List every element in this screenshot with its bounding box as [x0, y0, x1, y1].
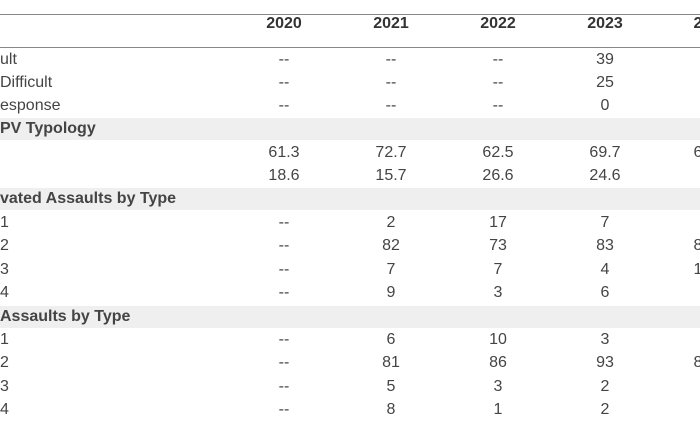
table-cell: 93	[596, 354, 614, 371]
table-cell: --	[385, 74, 397, 91]
column-header: 2023	[587, 15, 623, 32]
table-cell: --	[385, 51, 397, 68]
row-label: 4	[0, 401, 9, 418]
section-label: PV Typology	[0, 120, 96, 137]
table-cell: 82	[382, 237, 400, 254]
table-cell: 3	[493, 378, 503, 395]
row-label: 2	[0, 237, 9, 254]
table-cell: 61.3	[268, 144, 300, 161]
table-cell: 8	[693, 354, 700, 371]
table-cell: 10	[489, 331, 507, 348]
section-band	[0, 188, 700, 210]
table-cell: 9	[386, 284, 396, 301]
section-band	[0, 118, 700, 140]
table-cell: --	[492, 97, 504, 114]
section-label: Assaults by Type	[0, 308, 131, 325]
table-cell: 7	[386, 261, 396, 278]
table-cell: 7	[600, 214, 610, 231]
table-cell: 81	[382, 354, 400, 371]
table-cell: 4	[600, 261, 610, 278]
table-cell: --	[278, 237, 290, 254]
table-cell: 24.6	[589, 167, 621, 184]
table-cell: 2	[600, 378, 610, 395]
column-header: 2022	[480, 15, 516, 32]
table-cell: 25	[596, 74, 614, 91]
table-cell: 39	[596, 51, 614, 68]
row-label: Difficult	[0, 74, 53, 91]
table-cell: 72.7	[375, 144, 407, 161]
table-cell: --	[278, 284, 290, 301]
table-cell: --	[278, 354, 290, 371]
row-label: 3	[0, 378, 9, 395]
table-cell: --	[278, 401, 290, 418]
column-header: 2021	[373, 15, 409, 32]
table-cell: 6	[693, 144, 700, 161]
table-cell: 6	[386, 331, 396, 348]
table-cell: 3	[600, 331, 610, 348]
column-header: 2020	[266, 15, 302, 32]
table-cell: 1	[693, 261, 700, 278]
table-cell: --	[492, 74, 504, 91]
table-cell: 1	[493, 401, 503, 418]
table-cell: 3	[493, 284, 503, 301]
row-label: 4	[0, 284, 9, 301]
table-cell: 8	[693, 237, 700, 254]
column-header: 2	[693, 15, 700, 32]
table-cell: --	[385, 97, 397, 114]
table-cell: 8	[386, 401, 396, 418]
section-label: vated Assaults by Type	[0, 190, 177, 207]
header-rule	[0, 47, 700, 48]
table-cell: 2	[386, 214, 396, 231]
table-cell: 83	[596, 237, 614, 254]
row-label: 2	[0, 354, 9, 371]
top-rule	[0, 14, 700, 15]
table-cell: 0	[600, 97, 610, 114]
table-cell: 26.6	[482, 167, 514, 184]
table-cell: 73	[489, 237, 507, 254]
table-cell: --	[278, 378, 290, 395]
table-cell: --	[492, 51, 504, 68]
row-label: 1	[0, 331, 9, 348]
table-cell: --	[278, 51, 290, 68]
table-cell: 2	[600, 401, 610, 418]
table-cell: 18.6	[268, 167, 300, 184]
row-label: ult	[0, 51, 17, 68]
row-label: 3	[0, 261, 9, 278]
table-cell: 7	[493, 261, 503, 278]
table-cell: 86	[489, 354, 507, 371]
table-cell: 17	[489, 214, 507, 231]
row-label: esponse	[0, 97, 61, 114]
row-label: 1	[0, 214, 9, 231]
table-cell: --	[278, 97, 290, 114]
table-cell: 62.5	[482, 144, 514, 161]
table-cell: 5	[386, 378, 396, 395]
table-cell: --	[278, 214, 290, 231]
table-cell: 6	[600, 284, 610, 301]
section-band	[0, 306, 700, 328]
table-cell: --	[278, 261, 290, 278]
table-cell: --	[278, 74, 290, 91]
table-cell: 69.7	[589, 144, 621, 161]
table-cell: --	[278, 331, 290, 348]
table-cell: 15.7	[375, 167, 407, 184]
